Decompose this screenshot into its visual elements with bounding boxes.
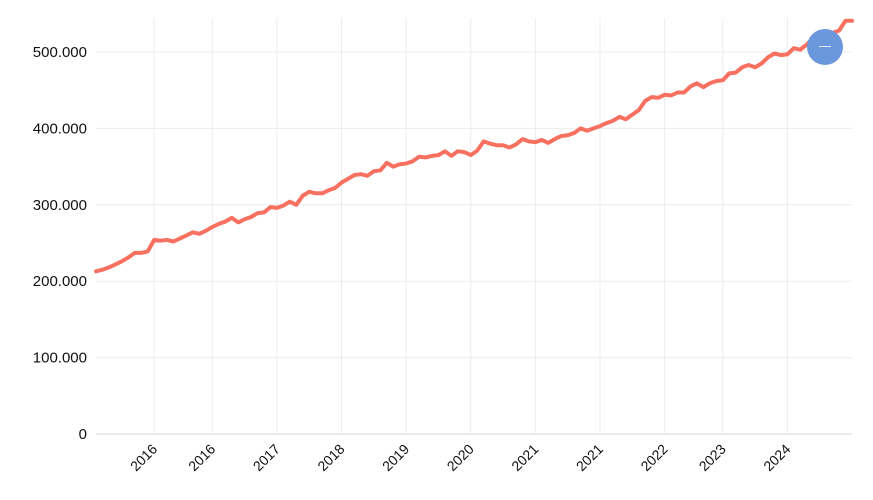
x-tick-label: 2021 xyxy=(508,441,541,474)
x-tick-label: 2017 xyxy=(250,441,283,474)
x-tick-label: 2018 xyxy=(314,441,347,474)
series-line xyxy=(94,18,854,274)
x-tick-label: 2019 xyxy=(379,441,412,474)
y-tick-label: 400.000 xyxy=(33,120,87,137)
y-tick-label: 500.000 xyxy=(33,44,87,61)
y-tick-label: 300.000 xyxy=(33,197,87,214)
x-tick-label: 2021 xyxy=(573,441,606,474)
x-tick-label: 2022 xyxy=(637,441,670,474)
minus-icon xyxy=(819,46,831,47)
y-tick-label: 100.000 xyxy=(33,350,87,367)
x-tick-label: 2023 xyxy=(696,441,729,474)
x-tick-label: 2020 xyxy=(444,441,477,474)
y-tick-label: 200.000 xyxy=(33,273,87,290)
x-tick-label: 2024 xyxy=(760,441,793,474)
y-tick-label: 0 xyxy=(79,426,87,443)
x-tick-label: 2016 xyxy=(185,441,218,474)
floating-action-button[interactable] xyxy=(807,29,843,65)
x-tick-label: 2016 xyxy=(127,441,160,474)
